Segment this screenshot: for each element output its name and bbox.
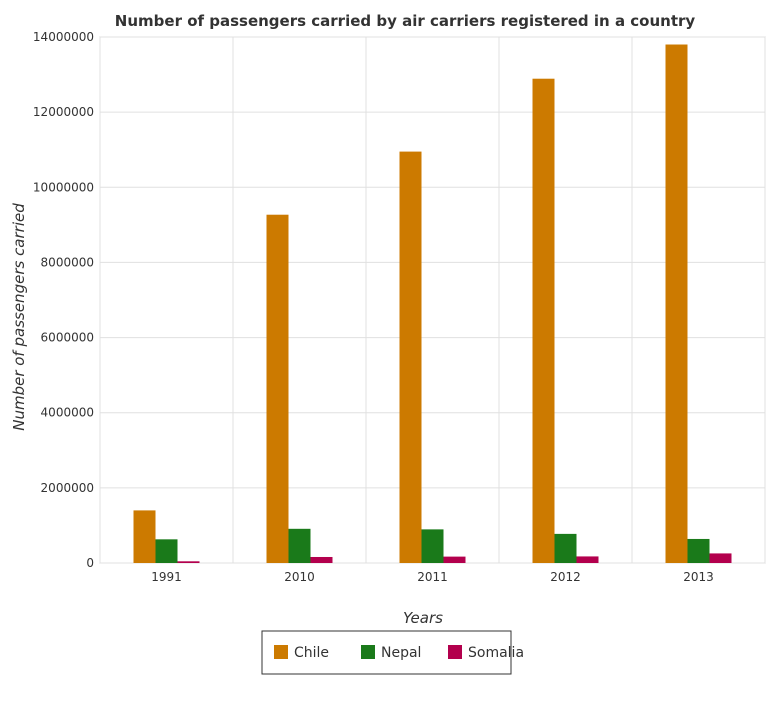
chart-title: Number of passengers carried by air carr…	[115, 12, 696, 30]
bar-somalia-2013	[709, 553, 732, 563]
bar-nepal-2011	[421, 529, 444, 563]
bar-chile-2013	[665, 44, 688, 564]
legend-box	[261, 630, 512, 675]
x-tick-label: 2010	[284, 570, 315, 584]
x-axis-label: Years	[403, 609, 443, 627]
bar-nepal-2013	[687, 538, 710, 563]
bar-somalia-2011	[443, 556, 466, 563]
bar-somalia-1991	[177, 561, 200, 563]
bar-chile-1991	[133, 510, 156, 563]
bar-somalia-2012	[576, 556, 599, 563]
y-tick-label: 2000000	[41, 481, 94, 495]
gridlines	[99, 36, 766, 564]
axes: 0 2000000 4000000 6000000 8000000 10000000 120…	[33, 30, 714, 584]
y-tick-label: 0	[86, 556, 94, 570]
bar-nepal-1991	[155, 539, 178, 563]
x-tick-label: 2013	[683, 570, 714, 584]
legend-swatch-chile	[274, 645, 288, 659]
bar-chile-2011	[399, 151, 422, 564]
y-axis-label: Number of passengers carried	[10, 203, 28, 431]
legend-label-chile: Chile	[294, 645, 329, 661]
legend-label-somalia: Somalia	[468, 645, 524, 661]
y-tick-label: 6000000	[41, 331, 94, 345]
bar-chile-2010	[266, 214, 289, 563]
bar-somalia-2010	[310, 556, 333, 563]
bars	[133, 44, 732, 564]
y-tick-label: 4000000	[41, 406, 94, 420]
x-tick-label: 2011	[417, 570, 448, 584]
legend-swatch-nepal	[361, 645, 375, 659]
legend-label-nepal: Nepal	[381, 645, 421, 661]
x-tick-label: 2012	[550, 570, 581, 584]
legend: Chile Nepal Somalia	[261, 630, 524, 675]
y-tick-label: 8000000	[41, 255, 94, 269]
bar-chile-2012	[532, 78, 555, 563]
bar-nepal-2010	[288, 528, 311, 563]
bar-nepal-2012	[554, 533, 577, 563]
y-tick-label: 14000000	[33, 30, 94, 44]
legend-swatch-somalia	[448, 645, 462, 659]
y-tick-label: 10000000	[33, 180, 94, 194]
x-tick-label: 1991	[151, 570, 182, 584]
y-tick-label: 12000000	[33, 105, 94, 119]
